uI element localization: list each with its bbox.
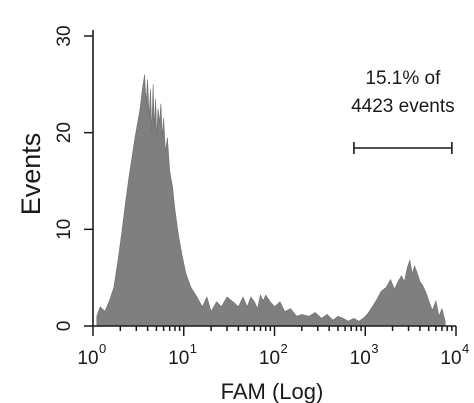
x-tick-exponent: 4 [462, 341, 469, 356]
x-tick-label: 10 [350, 348, 371, 369]
y-tick-label: 10 [54, 219, 75, 240]
gate-annotation-line: 4423 events [351, 96, 455, 117]
x-tick-label: 10 [168, 348, 189, 369]
gate-annotation-line: 15.1% of [365, 68, 441, 89]
x-tick-exponent: 0 [99, 341, 106, 356]
histogram-area [96, 74, 446, 327]
y-tick-label: 0 [54, 321, 75, 332]
y-tick-label: 20 [54, 122, 75, 143]
x-tick-label: 10 [440, 348, 461, 369]
x-tick-label: 10 [77, 348, 98, 369]
x-tick-exponent: 1 [190, 341, 197, 356]
x-tick-exponent: 3 [371, 341, 378, 356]
y-tick-label: 30 [54, 25, 75, 46]
x-tick-exponent: 2 [281, 341, 288, 356]
y-axis-title: Events [16, 133, 46, 216]
x-axis-title: FAM (Log) [221, 379, 324, 403]
x-tick-label: 10 [259, 348, 280, 369]
